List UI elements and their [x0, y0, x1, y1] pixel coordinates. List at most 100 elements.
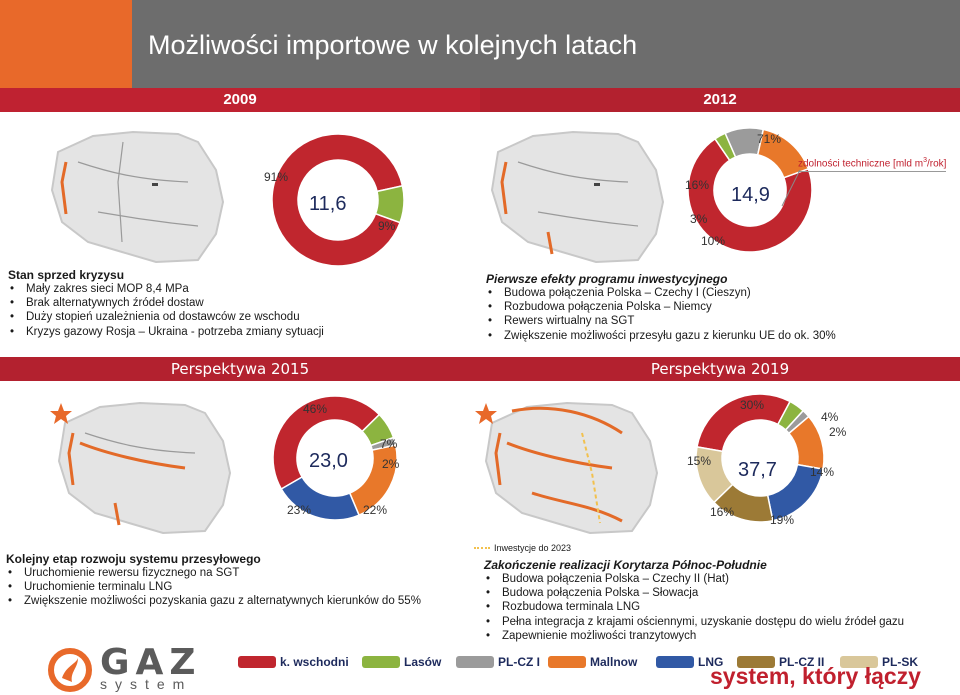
list-item: Rozbudowa terminala LNG	[484, 600, 904, 614]
capacity-note-sup: 3	[923, 157, 927, 164]
donut-hole	[715, 155, 785, 225]
legend-swatch	[362, 656, 400, 668]
list-item: Budowa połączenia Polska – Czechy I (Cie…	[486, 286, 836, 300]
donut-2015-segments	[272, 395, 398, 521]
chart-2019-label-1: 30%	[740, 398, 765, 412]
legend-label: PL-SK	[882, 655, 918, 669]
list-item: Mały zakres sieci MOP 8,4 MPa	[8, 282, 324, 296]
donut-2012-segments	[687, 127, 813, 253]
gaz-system-logo: GAZ system	[48, 642, 248, 694]
chart-2019-label-4: 14%	[810, 465, 835, 479]
block-2019: Zakończenie realizacji Korytarza Północ-…	[484, 558, 904, 643]
donut-2019-segments	[695, 393, 825, 523]
investment-note: Inwestycje do 2023	[474, 543, 571, 553]
chart-2015-label-3: 2%	[382, 457, 400, 471]
map-2019	[475, 401, 659, 535]
chart-2019-label-5: 19%	[770, 513, 795, 527]
block-2019-list: Budowa połączenia Polska – Czechy II (Ha…	[484, 572, 904, 643]
legend-swatch	[548, 656, 586, 668]
list-item: Budowa połączenia Polska – Czechy II (Ha…	[484, 572, 904, 586]
legend-swatch	[656, 656, 694, 668]
legend-label: Mallnow	[590, 655, 638, 669]
legend-item: LNG	[656, 655, 723, 669]
block-2015-title: Kolejny etap rozwoju systemu przesyłoweg…	[6, 552, 261, 566]
legend-label: Lasów	[404, 655, 442, 669]
logo-brand: GAZ	[100, 642, 202, 683]
donut-segment-k-wschodni	[687, 137, 813, 253]
year-header-2009: 2009	[0, 88, 480, 112]
chart-2012-label-2: 16%	[685, 178, 710, 192]
donut-hole	[723, 421, 797, 495]
block-2009: Stan sprzed kryzysu Mały zakres sieci MO…	[8, 268, 324, 339]
donut-segment-lng	[280, 475, 361, 521]
chart-2015-label-2: 7%	[380, 437, 398, 451]
chart-2012-center: 14,9	[731, 184, 770, 206]
list-item: Rozbudowa połączenia Polska – Niemcy	[486, 300, 836, 314]
title-bar	[0, 0, 960, 88]
donut-segment-las-w	[374, 184, 405, 224]
chart-2012-label-4: 10%	[701, 234, 726, 248]
list-item: Kryzys gazowy Rosja – Ukraina - potrzeba…	[8, 325, 324, 339]
capacity-leader-line	[781, 169, 801, 207]
block-2015: Kolejny etap rozwoju systemu przesyłoweg…	[6, 552, 421, 609]
chart-2009-label-2: 9%	[378, 219, 396, 233]
donut-chart-2012	[687, 127, 813, 253]
chart-2015-center: 23,0	[309, 450, 348, 472]
chart-2015-label-4: 22%	[363, 503, 388, 517]
flame-logo-icon	[48, 648, 92, 692]
page-title: Możliwości importowe w kolejnych latach	[148, 30, 638, 60]
chart-2015-label-5: 23%	[287, 503, 312, 517]
legend-item: PL-SK	[840, 655, 918, 669]
list-item: Uruchomienie rewersu fizycznego na SGT	[6, 566, 421, 580]
legend-label: PL-CZ II	[779, 655, 825, 669]
list-item: Rewers wirtualny na SGT	[486, 314, 836, 328]
legend-swatch	[456, 656, 494, 668]
legend-label: PL-CZ I	[498, 655, 540, 669]
legend-label: LNG	[698, 655, 724, 669]
perspective-2019-bar: Perspektywa 2019	[480, 357, 960, 381]
legend-swatch	[840, 656, 878, 668]
block-2015-list: Uruchomienie rewersu fizycznego na SGT U…	[6, 566, 421, 609]
chart-2019-center: 37,7	[738, 459, 777, 481]
chart-2012-label-3: 3%	[690, 212, 708, 226]
legend-item: k. wschodni	[238, 655, 349, 669]
list-item: Zwiększenie możliwości przesyłu gazu z k…	[486, 329, 836, 343]
capacity-note: zdolności techniczne [mld m3/rok]	[798, 157, 947, 173]
investment-note-line	[474, 547, 490, 549]
block-2009-title: Stan sprzed kryzysu	[8, 268, 125, 282]
donut-2009-segments	[271, 133, 405, 267]
title-accent	[0, 0, 132, 88]
year-header-2012: 2012	[480, 88, 960, 112]
capacity-note-end: /rok]	[926, 158, 947, 170]
chart-2019-label-2: 4%	[821, 410, 839, 424]
capacity-note-text: zdolności techniczne [mld m	[798, 158, 924, 170]
chart-2019-label-6: 16%	[710, 505, 735, 519]
donut-segment-k-wschodni	[271, 133, 404, 267]
map-2009	[50, 130, 225, 264]
list-item: Uruchomienie terminalu LNG	[6, 580, 421, 594]
slogan: system, który łączy	[710, 663, 921, 689]
legend-item: PL-CZ II	[737, 655, 824, 669]
map-2012	[490, 130, 665, 264]
legend-swatch	[238, 656, 276, 668]
chart-2009-label-1: 91%	[264, 170, 289, 184]
investment-note-text: Inwestycje do 2023	[494, 543, 572, 553]
perspective-2015-bar: Perspektywa 2015	[0, 357, 480, 381]
list-item: Zwiększenie możliwości pozyskania gazu z…	[6, 594, 421, 608]
donut-chart-2009	[271, 133, 405, 267]
block-2012: Pierwsze efekty programu inwestycyjnego …	[486, 272, 836, 343]
chart-2012-label-1: 71%	[757, 132, 782, 146]
chart-2019-label-3: 2%	[829, 425, 847, 439]
chart-2019-label-7: 15%	[687, 454, 712, 468]
donut-chart-2019	[695, 393, 825, 523]
donut-hole	[299, 161, 377, 239]
list-item: Budowa połączenia Polska – Słowacja	[484, 586, 904, 600]
donut-hole	[298, 421, 372, 495]
legend-label: k. wschodni	[280, 655, 349, 669]
donut-segment-k-wschodni	[272, 395, 381, 491]
list-item: Duży stopień uzależnienia od dostawców z…	[8, 310, 324, 324]
legend-item: PL-CZ I	[456, 655, 540, 669]
list-item: Pełna integracja z krajami ościennymi, u…	[484, 615, 904, 629]
block-2019-title: Zakończenie realizacji Korytarza Północ-…	[484, 558, 767, 572]
chart-2015-label-1: 46%	[303, 402, 328, 416]
